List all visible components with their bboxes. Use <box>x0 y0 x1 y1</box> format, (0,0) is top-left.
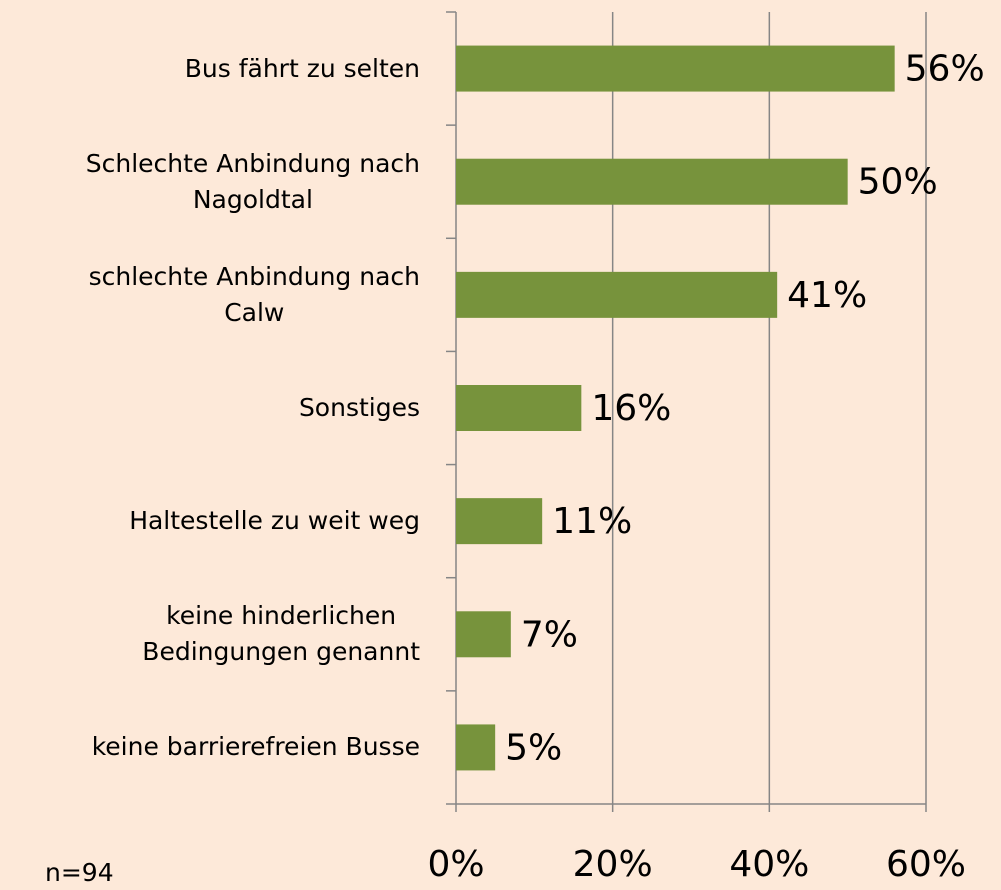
bar <box>456 45 895 92</box>
value-label: 56% <box>905 49 985 90</box>
value-label: 5% <box>505 727 562 768</box>
bar <box>456 611 511 658</box>
bar <box>456 385 582 431</box>
y-tick-label: Sonstiges <box>298 393 420 422</box>
y-tick-label: keine hinderlichen Bedingungen genannt <box>142 601 420 667</box>
bar <box>456 724 496 771</box>
x-tick-label: 20% <box>573 844 653 885</box>
bar <box>456 271 778 318</box>
value-label: 16% <box>591 388 671 429</box>
value-label: 11% <box>552 501 632 542</box>
x-tick-label: 60% <box>886 844 966 885</box>
x-tick-label: 40% <box>729 844 809 885</box>
y-tick-label: Schlechte Anbindung nach Nagoldtal <box>85 148 420 214</box>
y-tick-label: Haltestelle zu weit weg <box>129 506 420 536</box>
bar <box>456 158 848 205</box>
annotation: n=94 <box>45 858 114 887</box>
value-label: 50% <box>858 162 938 203</box>
value-label: 41% <box>787 275 867 316</box>
bar <box>456 498 543 545</box>
value-label: 7% <box>521 614 578 655</box>
y-tick-label: Bus fährt zu selten <box>184 53 420 83</box>
y-tick-label: schlechte Anbindung nach Calw <box>88 261 420 327</box>
y-tick-label: keine barrierefreien Busse <box>91 732 420 762</box>
x-tick-label: 0% <box>427 844 484 885</box>
